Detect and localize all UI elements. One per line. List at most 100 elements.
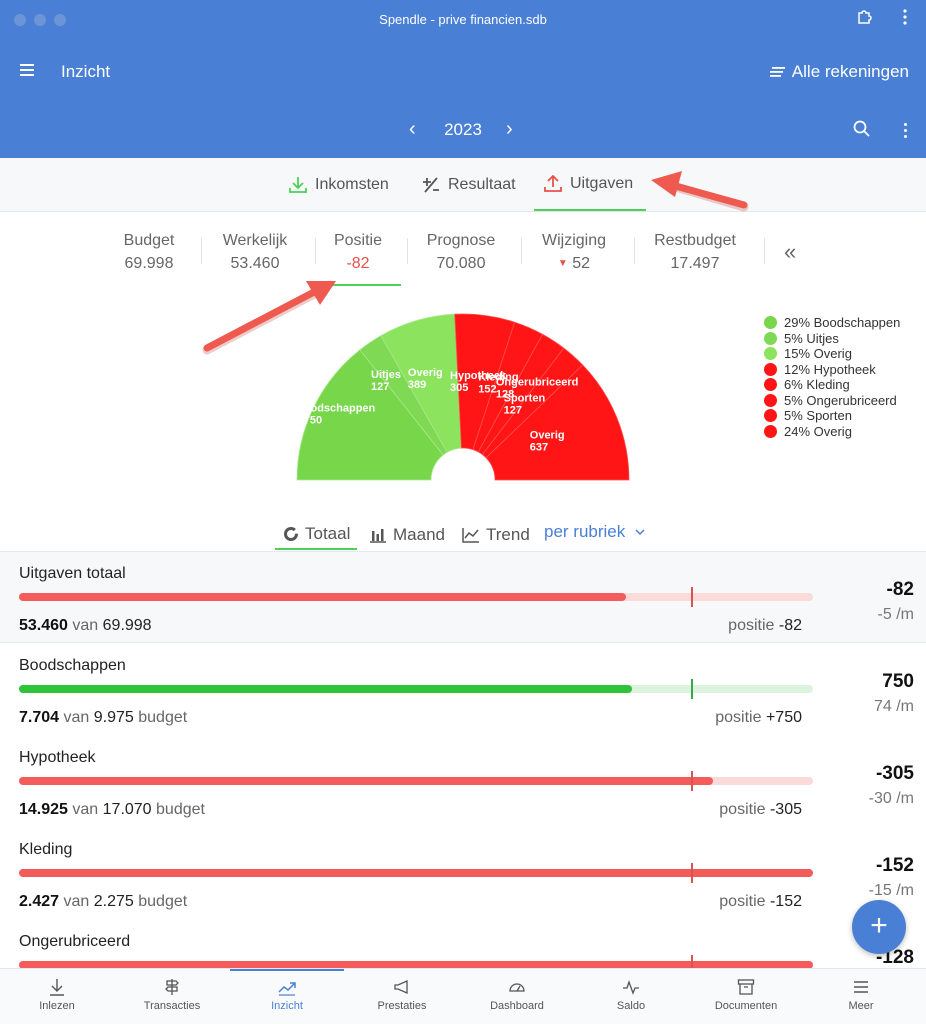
position-total: -305: [875, 763, 914, 784]
actual-amount: 14.925: [19, 801, 68, 818]
gauge-icon: [509, 983, 525, 992]
stat-restbudget[interactable]: Restbudget 17.497: [645, 232, 745, 273]
position-per-month: 74 /m: [873, 698, 914, 715]
stat-wijziging[interactable]: Wijziging ▼ 52: [532, 232, 616, 273]
positie-summary: positie -305: [719, 801, 802, 819]
legend-item[interactable]: 24% Overig: [764, 424, 900, 440]
legend-label: 5% Sporten: [784, 408, 852, 424]
pie-slice-overig[interactable]: [485, 364, 630, 481]
stat-budget[interactable]: Budget 69.998: [108, 232, 190, 273]
window-minimize-button[interactable]: [34, 14, 46, 26]
view-tab-trend[interactable]: Trend: [462, 520, 530, 550]
budget-amount: 17.070: [102, 801, 152, 818]
nav-item-inzicht-label: Inzicht: [271, 1000, 303, 1012]
upload-icon: [544, 174, 562, 192]
nav-item-transacties[interactable]: Transacties: [115, 969, 229, 1024]
nav-item-dashboard-label: Dashboard: [490, 1000, 544, 1012]
nav-item-inlezen[interactable]: Inlezen: [0, 969, 114, 1024]
positie-word: positie: [719, 801, 766, 818]
page-title: Inzicht: [61, 62, 111, 81]
accounts-label: Alle rekeningen: [791, 62, 909, 81]
nav-item-documenten[interactable]: Documenten: [689, 969, 803, 1024]
bottom-navigation: Inlezen Transacties Inzicht Prestaties D…: [0, 968, 926, 1024]
category-name: Hypotheek: [19, 749, 96, 766]
window-close-button[interactable]: [14, 14, 26, 26]
amount-summary: 7.704 van 9.975 budget: [19, 709, 187, 727]
accounts-selector[interactable]: Alle rekeningen: [769, 62, 909, 82]
nav-item-prestaties[interactable]: Prestaties: [345, 969, 459, 1024]
add-fab-button[interactable]: +: [852, 900, 906, 954]
legend-dot: [764, 347, 777, 361]
nav-item-inzicht[interactable]: Inzicht: [230, 969, 344, 1024]
category-row[interactable]: Ongerubriceerd -128: [0, 920, 926, 1012]
tab-inkomsten[interactable]: Inkomsten: [288, 158, 389, 211]
stat-wijziging-value: 52: [572, 255, 591, 272]
plus-minus-icon: [423, 176, 439, 193]
stat-selected-indicator: [315, 284, 401, 286]
van-word: van: [63, 709, 90, 726]
legend-label: 6% Kleding: [784, 377, 850, 393]
legend-label: 15% Overig: [784, 346, 852, 362]
category-row[interactable]: Boodschappen 7.704 van 9.975 budget positi…: [0, 644, 926, 736]
legend-dot: [764, 362, 777, 376]
tab-resultaat[interactable]: Resultaat: [421, 158, 516, 211]
today-marker: [691, 955, 693, 975]
nav-item-dashboard[interactable]: Dashboard: [460, 969, 574, 1024]
pie-slice-boodschappen[interactable]: [296, 349, 444, 481]
positie-summary: positie -152: [719, 893, 802, 911]
extension-icon[interactable]: [856, 8, 874, 31]
today-marker: [691, 587, 693, 607]
rubriek-dropdown[interactable]: per rubriek: [544, 522, 645, 542]
today-marker: [691, 863, 693, 883]
today-marker: [691, 679, 693, 699]
category-name: Kleding: [19, 841, 73, 858]
view-tab-totaal[interactable]: Totaal: [275, 520, 357, 550]
nav-item-meer-label: Meer: [848, 1000, 874, 1012]
pie-slice-label: Kleding: [478, 372, 518, 384]
legend-item[interactable]: 6% Kleding: [764, 377, 900, 393]
positie-value: -152: [769, 893, 802, 910]
legend-item[interactable]: 5% Ongerubriceerd: [764, 393, 900, 409]
progress-fill: [19, 685, 632, 693]
pie-slice-value: 127: [504, 404, 522, 416]
category-name: Ongerubriceerd: [19, 933, 131, 950]
category-row[interactable]: Uitgaven totaal 53.460 van 69.998 positie…: [0, 551, 926, 643]
position-total: 750: [882, 671, 914, 692]
stat-werkelijk[interactable]: Werkelijk 53.460: [213, 232, 297, 273]
window-title: Spendle - prive financien.sdb: [379, 12, 547, 27]
nav-item-documenten-label: Documenten: [714, 1000, 778, 1012]
download-icon: [289, 176, 307, 193]
view-tab-maand[interactable]: Maand: [369, 520, 445, 550]
chevron-left-icon[interactable]: ‹: [409, 118, 416, 140]
nav-item-saldo[interactable]: Saldo: [574, 969, 688, 1024]
nav-item-meer[interactable]: Meer: [804, 969, 918, 1024]
stat-positie-value: -82: [346, 255, 370, 272]
app-bar: Inzicht Alle rekeningen ‹ 2023 ›: [0, 40, 926, 158]
legend-item[interactable]: 15% Overig: [764, 346, 900, 362]
pie-slice-label: Sporten: [504, 392, 546, 404]
tab-uitgaven[interactable]: Uitgaven: [534, 158, 646, 211]
hamburger-menu-icon[interactable]: [18, 62, 38, 80]
pie-slice-label: oodschappen: [304, 403, 376, 415]
legend-item[interactable]: 5% Sporten: [764, 408, 900, 424]
legend-item[interactable]: 29% Boodschappen: [764, 315, 900, 331]
legend-label: 29% Boodschappen: [784, 315, 901, 331]
collapse-stats-icon[interactable]: «: [784, 239, 797, 264]
window-more-icon[interactable]: [902, 8, 908, 31]
year-navigator: ‹ 2023 ›: [0, 118, 926, 140]
window-zoom-button[interactable]: [54, 14, 66, 26]
view-tab-trend-label: Trend: [486, 525, 530, 544]
category-row[interactable]: Kleding 2.427 van 2.275 budget positie -15…: [0, 828, 926, 920]
legend-item[interactable]: 5% Uitjes: [764, 331, 900, 347]
pie-slice-label: Ongerubriceerd: [496, 376, 579, 388]
more-vertical-icon[interactable]: [900, 122, 910, 138]
stat-positie[interactable]: Positie -82: [318, 232, 398, 273]
van-word: van: [63, 893, 90, 910]
stat-prognose[interactable]: Prognose 70.080: [418, 232, 504, 273]
legend-dot: [764, 331, 777, 345]
category-row[interactable]: Hypotheek 14.925 van 17.070 budget positie…: [0, 736, 926, 828]
nav-item-saldo-label: Saldo: [616, 1000, 646, 1012]
search-icon[interactable]: [853, 120, 871, 143]
legend-item[interactable]: 12% Hypotheek: [764, 362, 900, 378]
chevron-right-icon[interactable]: ›: [506, 118, 513, 140]
